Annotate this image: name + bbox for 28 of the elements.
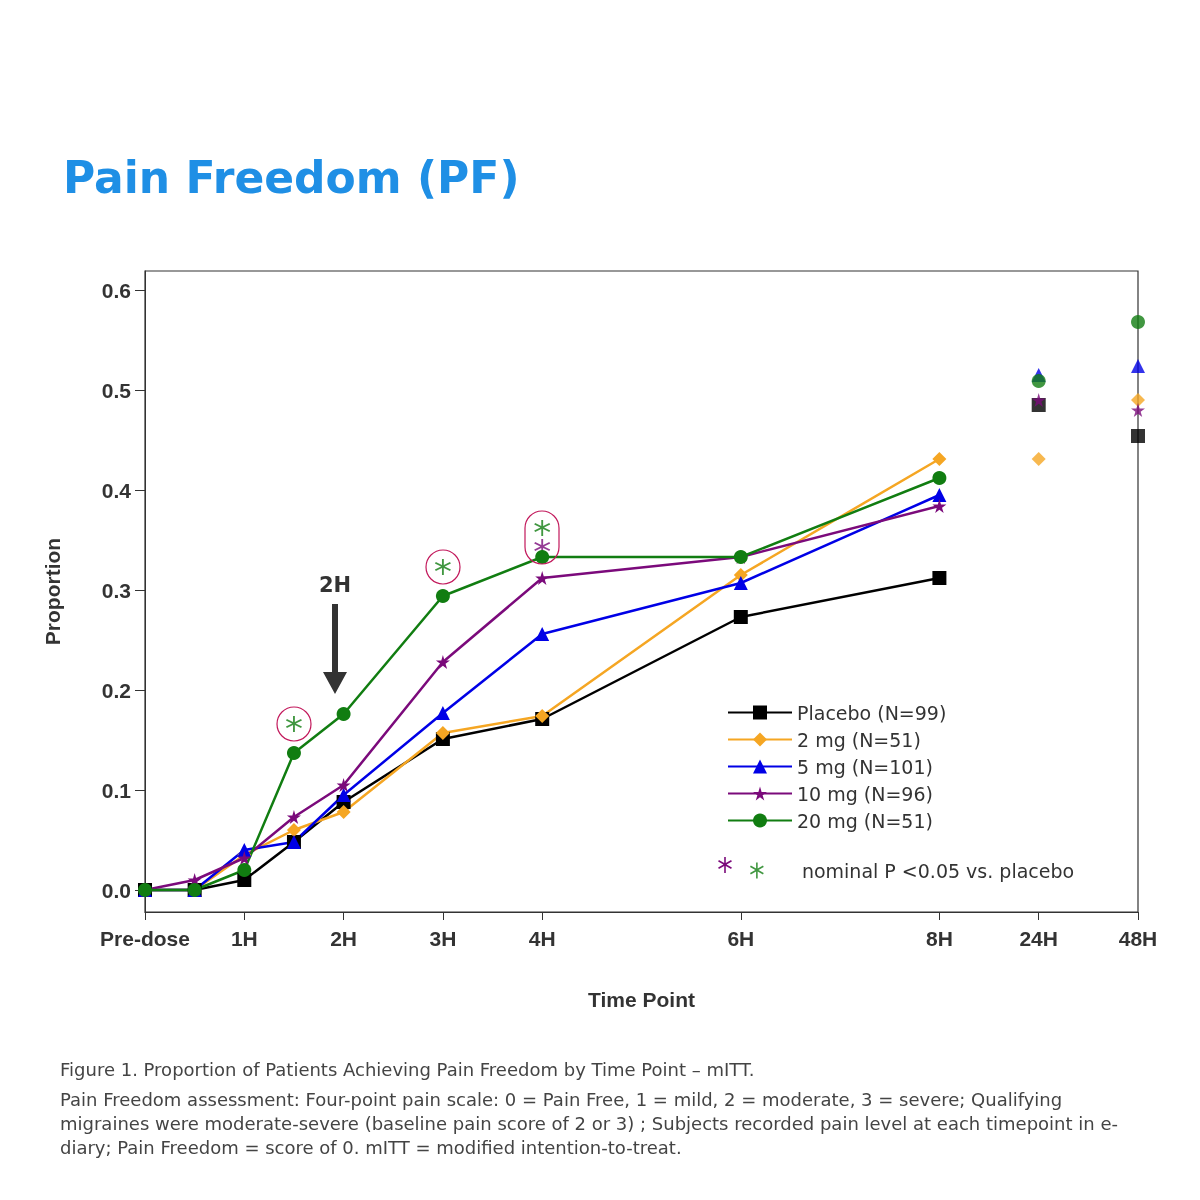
legend-label: 10 mg (N=96) (797, 782, 933, 805)
y-tick-label: 0.3 (101, 578, 131, 602)
y-tick-label: 0.5 (101, 378, 132, 402)
caption: Figure 1. Proportion of Patients Achieving Pain Freedom by Time Point – mITT. (60, 1058, 756, 1082)
x-tick-label: 48H (1118, 927, 1158, 950)
x-tick-label: 1H (230, 927, 258, 950)
legend-label: 5 mg (N=101) (797, 755, 933, 778)
chart-title: Pain Freedom (PF) (63, 151, 520, 203)
y-tick-label: 0.2 (101, 678, 131, 702)
x-tick-label: 8H (925, 927, 953, 950)
y-tick-label: 0.1 (101, 778, 132, 802)
y-tick-label: 0.6 (101, 278, 131, 302)
x-tick-label: 6H (727, 927, 755, 950)
text: Pain Freedom assessment: Four-point pain scale: 0 = Pain Free, 1 = mild, 2 = moderate, 3 = severe; Qualifying migraines were moderate-severe (baseline pain score of 2 or 3) ; Subjects recorded pain level at each timepoint in e-diary; Pain Freedom = score of 0. mITT = modified intention-to-treat. (60, 1088, 1119, 1160)
legend-label: 2 mg (N=51) (797, 728, 921, 751)
x-tick-label: 3H (429, 927, 457, 950)
y-tick-label: 0.4 (101, 478, 132, 502)
legend-label: Placebo (N=99) (797, 701, 947, 724)
x-tick-label: 4H (528, 927, 556, 950)
x-tick-label: 24H (1019, 927, 1058, 950)
legend-label: 20 mg (N=51) (797, 809, 933, 832)
annotation: 2H (317, 573, 353, 597)
y-axis-title: Proportion (41, 537, 64, 646)
y-tick-label: 0.0 (101, 878, 131, 902)
x-axis-title: Time Point (588, 988, 695, 1011)
x-tick-label: 2H (330, 927, 358, 950)
legend-label: nominal P <0.05 vs. placebo (801, 859, 1075, 882)
x-tick-label: Pre-dose (100, 927, 190, 950)
